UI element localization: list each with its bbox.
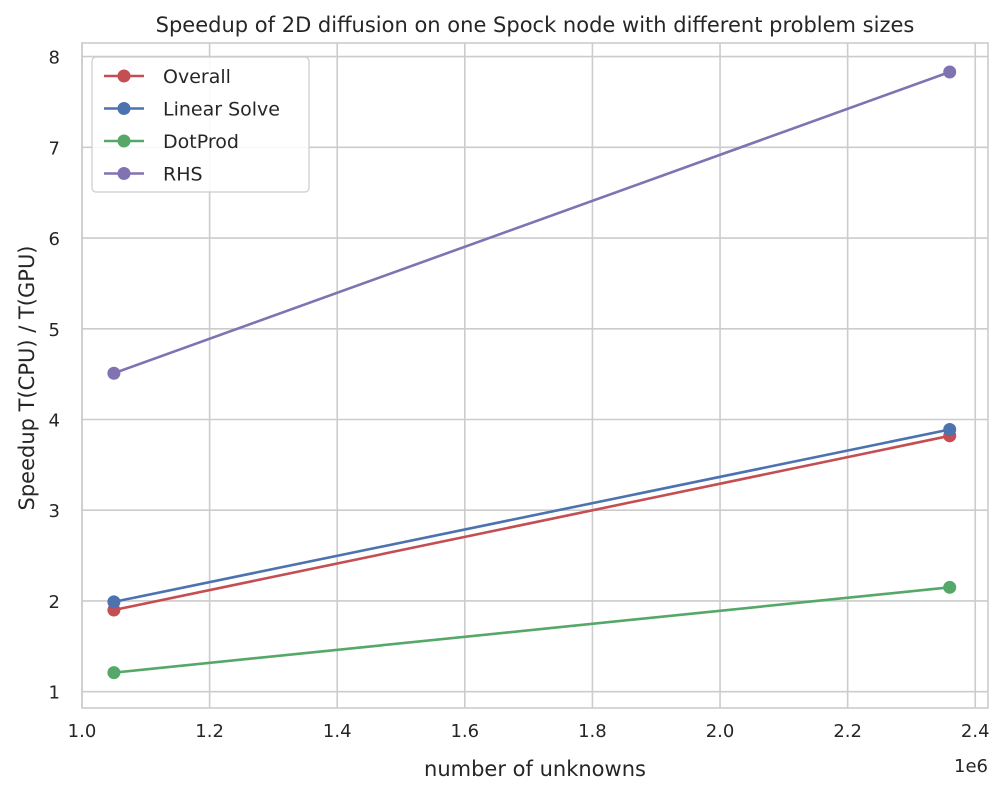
x-axis-label: number of unknowns bbox=[424, 757, 646, 781]
x-tick-label: 2.4 bbox=[961, 721, 990, 742]
data-point bbox=[107, 595, 121, 609]
x-tick-label: 1.2 bbox=[195, 721, 224, 742]
y-tick-label: 7 bbox=[49, 138, 60, 159]
y-tick-labels: 1 2 3 4 5 6 7 8 bbox=[49, 48, 60, 704]
x-offset-label: 1e6 bbox=[954, 756, 988, 777]
series-line bbox=[112, 586, 952, 674]
data-point bbox=[943, 65, 957, 79]
series-layer bbox=[107, 65, 957, 680]
legend-label: DotProd bbox=[163, 131, 239, 153]
legend-item: DotProd bbox=[104, 131, 239, 153]
legend-label: Overall bbox=[163, 66, 231, 88]
chart-title: Speedup of 2D diffusion on one Spock nod… bbox=[156, 13, 915, 37]
series-line bbox=[112, 434, 952, 612]
data-point bbox=[943, 422, 957, 436]
legend-label: Linear Solve bbox=[163, 99, 280, 121]
x-tick-labels: 1.0 1.2 1.4 1.6 1.8 2.0 2.2 2.4 bbox=[68, 721, 990, 742]
x-tick-label: 1.4 bbox=[323, 721, 352, 742]
legend-marker bbox=[117, 134, 131, 148]
data-point bbox=[107, 666, 121, 680]
y-tick-label: 2 bbox=[49, 592, 60, 613]
data-point bbox=[943, 580, 957, 594]
legend-item: RHS bbox=[104, 164, 203, 186]
y-tick-label: 5 bbox=[49, 320, 60, 341]
x-tick-label: 2.0 bbox=[706, 721, 735, 742]
legend-marker bbox=[117, 102, 131, 115]
x-tick-label: 2.2 bbox=[833, 721, 862, 742]
x-tick-label: 1.8 bbox=[578, 721, 607, 742]
legend: Overall Linear Solve DotProd RHS bbox=[91, 56, 310, 193]
y-axis-label: Speedup T(CPU) / T(GPU) bbox=[15, 245, 39, 510]
y-tick-label: 8 bbox=[49, 48, 60, 69]
series-rhs bbox=[107, 65, 957, 380]
x-tick-label: 1.6 bbox=[450, 721, 479, 742]
series-line bbox=[112, 70, 952, 375]
series-line bbox=[112, 428, 952, 604]
series-overall bbox=[107, 429, 957, 617]
legend-box bbox=[91, 56, 310, 193]
y-tick-label: 4 bbox=[49, 411, 60, 432]
axes-frame bbox=[81, 42, 989, 709]
legend-item: Overall bbox=[104, 66, 231, 88]
x-tick-label: 1.0 bbox=[68, 721, 97, 742]
y-tick-label: 1 bbox=[49, 683, 60, 704]
series-linear-solve bbox=[107, 422, 957, 609]
legend-marker bbox=[117, 167, 131, 180]
y-tick-label: 3 bbox=[49, 501, 60, 522]
y-tick-label: 6 bbox=[49, 229, 60, 250]
legend-label: RHS bbox=[163, 164, 203, 186]
series-dotprod bbox=[107, 580, 957, 680]
legend-item: Linear Solve bbox=[104, 99, 280, 121]
legend-marker bbox=[117, 69, 131, 83]
data-point bbox=[107, 366, 121, 380]
